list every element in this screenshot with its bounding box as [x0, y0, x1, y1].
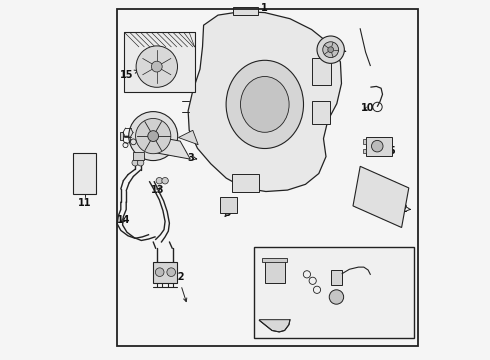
Text: 3: 3 [187, 153, 196, 163]
Text: 2: 2 [401, 204, 411, 214]
Circle shape [371, 140, 383, 152]
Bar [312, 101, 330, 124]
Text: 1: 1 [262, 3, 268, 13]
Polygon shape [137, 133, 190, 159]
Text: 5: 5 [388, 146, 395, 156]
Bar [363, 149, 366, 153]
Circle shape [136, 118, 171, 154]
Text: 8: 8 [129, 131, 139, 141]
Bar [73, 153, 97, 194]
Bar [153, 262, 176, 283]
Polygon shape [259, 320, 290, 332]
Text: 7: 7 [375, 271, 385, 282]
Circle shape [151, 61, 162, 72]
Bar [117, 9, 418, 346]
Circle shape [329, 290, 343, 304]
Circle shape [328, 47, 334, 53]
Bar [265, 259, 285, 283]
Polygon shape [178, 130, 198, 145]
Bar [363, 139, 366, 144]
Polygon shape [233, 7, 258, 15]
Text: 9: 9 [224, 208, 231, 218]
Text: 11: 11 [78, 198, 92, 208]
Text: 15: 15 [120, 69, 138, 80]
Bar [220, 197, 237, 213]
Circle shape [155, 268, 164, 276]
Circle shape [132, 159, 139, 166]
Text: 4: 4 [336, 45, 346, 55]
Ellipse shape [241, 77, 289, 132]
Circle shape [156, 177, 163, 184]
Circle shape [129, 112, 178, 161]
Text: 14: 14 [117, 215, 130, 225]
Circle shape [162, 177, 169, 184]
Ellipse shape [226, 60, 303, 149]
Ellipse shape [136, 46, 177, 87]
Bar [232, 174, 259, 192]
Bar [120, 132, 122, 140]
Circle shape [167, 268, 175, 276]
Circle shape [148, 131, 159, 141]
Bar [262, 258, 288, 262]
Bar [133, 152, 144, 160]
Bar [366, 137, 392, 156]
Circle shape [317, 36, 344, 63]
Circle shape [323, 42, 339, 58]
Bar [331, 270, 342, 285]
Text: 12: 12 [172, 272, 187, 302]
Polygon shape [353, 166, 409, 228]
Text: 6: 6 [270, 279, 277, 289]
Polygon shape [188, 12, 342, 192]
Bar [124, 32, 195, 92]
Text: 10: 10 [361, 103, 375, 113]
Text: 13: 13 [151, 185, 165, 195]
Circle shape [137, 159, 144, 166]
Bar [312, 58, 331, 85]
Bar [254, 247, 414, 338]
